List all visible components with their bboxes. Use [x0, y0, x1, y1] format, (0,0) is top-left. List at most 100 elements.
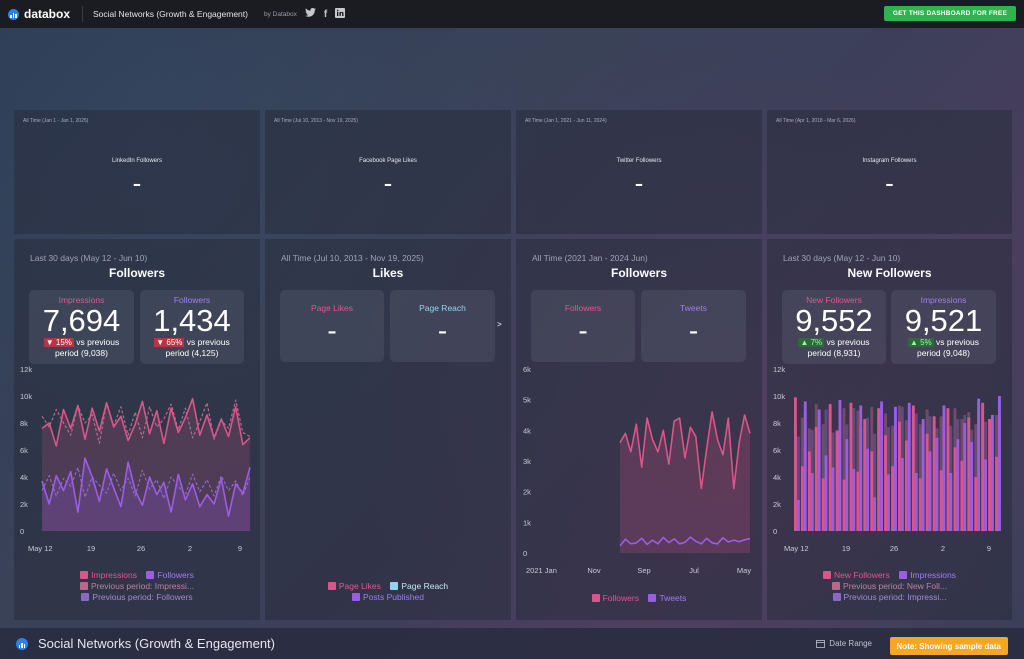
calendar-icon [816, 640, 826, 648]
twitter-followers-chart-card[interactable]: All Time (2021 Jan - 2024 Jun) Followers… [516, 239, 762, 620]
instagram-followers-card[interactable]: All Time (Apr 1, 2018 - Mar 6, 2026) Ins… [767, 110, 1012, 234]
y-tick-label: 2k [773, 500, 781, 509]
delta-vs: vs previous [186, 337, 230, 347]
x-tick-label: Sep [637, 566, 650, 575]
new-followers-bar [800, 466, 804, 531]
y-tick-label: 5k [523, 396, 531, 405]
top-bar: databox Social Networks (Growth & Engage… [0, 0, 1024, 28]
facebook-likes-chart-card[interactable]: All Time (Jul 10, 2013 - Nov 19, 2025) L… [265, 239, 511, 620]
kpi-value: 9,552 [795, 303, 873, 338]
legend-item-new-followers[interactable]: New Followers [822, 570, 890, 580]
databox-logo[interactable]: databox [8, 7, 70, 21]
expand-arrow-icon[interactable]: > [497, 320, 502, 329]
legend-item-tweets[interactable]: Tweets [648, 593, 686, 603]
previous-impressions-bar [914, 413, 918, 531]
x-tick-label: May 12 [28, 544, 53, 553]
new-followers-bar-chart[interactable]: 12k 10k 8k 6k 4k 2k 0 May 12 19 26 2 9 [767, 363, 1012, 563]
facebook-page-likes-card[interactable]: All Time (Jul 10, 2013 - Nov 19, 2025) F… [265, 110, 511, 234]
legend-item-page-reach[interactable]: Page Reach [390, 581, 448, 591]
delta-badge: ▲ 7% [798, 338, 825, 347]
x-tick-label: 26 [890, 544, 898, 553]
linkedin-followers-card[interactable]: All Time (Jan 1 - Jan 1, 2025) LinkedIn … [14, 110, 260, 234]
instagram-new-followers-chart-card[interactable]: Last 30 days (May 12 - Jun 10) New Follo… [767, 239, 1012, 620]
kpi-label: Page Reach [419, 303, 466, 313]
legend-item-previous-followers[interactable]: Previous period: Followers [14, 592, 260, 603]
kpi-label: Impressions [58, 295, 105, 305]
card-date-range: Last 30 days (May 12 - Jun 10) [30, 253, 148, 263]
kpi-new-followers[interactable]: New Followers 9,552 ▲ 7% vs previous peri… [782, 290, 886, 364]
legend-item-previous-new-followers[interactable]: Previous period: New Foll... [767, 581, 1012, 592]
kpi-twitter-followers[interactable]: Followers - [531, 290, 635, 362]
legend-item-previous-impressions[interactable]: Previous period: Impressi... [767, 592, 1012, 603]
facebook-icon[interactable]: f [323, 8, 328, 20]
kpi-impressions[interactable]: Impressions 7,694 ▼ 15% vs previous perio… [29, 290, 134, 364]
twitter-followers-card[interactable]: All Time (Jan 1, 2021 - Jun 11, 2024) Tw… [516, 110, 762, 234]
get-dashboard-button[interactable]: GET THIS DASHBOARD FOR FREE [883, 6, 1016, 21]
new-followers-bar [925, 433, 929, 531]
impressions-bar [838, 400, 842, 531]
date-range-control[interactable]: Date Range [816, 639, 872, 648]
y-tick-label: 10k [773, 392, 785, 401]
x-tick-label: Nov [587, 566, 601, 575]
previous-impressions-bar [873, 433, 877, 531]
kpi-followers[interactable]: Followers 1,434 ▼ 65% vs previous period … [140, 290, 244, 364]
x-tick-label: 2021 Jan [526, 566, 557, 575]
kpi-page-reach[interactable]: Page Reach - [390, 290, 495, 362]
y-tick-label: 6k [523, 365, 531, 374]
linkedin-icon[interactable] [335, 8, 346, 20]
kpi-tweets[interactable]: Tweets - [641, 290, 746, 362]
new-followers-bar [898, 421, 901, 531]
share-group: by Databox f [264, 8, 346, 20]
twitter-line-chart[interactable]: 6k 5k 4k 3k 2k 1k 0 2021 Jan Nov Sep Jul May [516, 363, 762, 583]
impressions-bar [845, 439, 849, 531]
legend-item-previous-impressions[interactable]: Previous period: Impressi... [14, 581, 260, 592]
y-tick-label: 12k [20, 365, 32, 374]
legend-item-page-likes[interactable]: Page Likes [327, 581, 381, 591]
legend-item-followers[interactable]: Followers [591, 593, 639, 603]
dashboard-title: Social Networks (Growth & Engagement) [93, 9, 248, 19]
impressions-area [42, 398, 250, 531]
new-followers-bar [967, 417, 971, 531]
new-followers-bar [988, 419, 991, 531]
x-tick-label: 2 [188, 544, 192, 553]
impressions-bar [949, 473, 953, 531]
impressions-bar [977, 398, 981, 531]
y-tick-label: 2k [523, 488, 531, 497]
impressions-bar [824, 455, 828, 531]
linkedin-followers-chart-card[interactable]: Last 30 days (May 12 - Jun 10) Followers… [14, 239, 260, 620]
x-tick-label: May [737, 566, 751, 575]
card-date-range: All Time (Jan 1 - Jan 1, 2025) [23, 118, 89, 124]
kpi-label: Followers [564, 303, 602, 313]
new-followers-bar [932, 416, 936, 532]
card-title: LinkedIn Followers [111, 158, 163, 164]
impressions-line [41, 397, 251, 447]
delta-prev: period (4,125) [165, 348, 219, 358]
kpi-label: Followers [173, 295, 211, 305]
impressions-bar [894, 406, 897, 531]
previous-impressions-bar [796, 436, 800, 531]
new-followers-bar [974, 477, 978, 531]
legend-item-followers[interactable]: Followers [146, 570, 194, 580]
followers-line-chart[interactable]: 12k 10k 8k 6k 4k 2k 0 May 12 19 26 2 9 [14, 363, 260, 563]
previous-new-followers-bar [856, 410, 860, 531]
chart-legend: Page Likes Page Reach Posts Published [265, 581, 511, 603]
new-followers-bar [828, 404, 832, 531]
new-followers-bar [870, 451, 874, 531]
impressions-bar [935, 437, 939, 531]
new-followers-bar [849, 402, 853, 532]
legend-item-impressions[interactable]: Impressions [80, 570, 137, 580]
new-followers-bar [981, 402, 985, 532]
impressions-bar [880, 401, 883, 531]
delta-prev: period (8,931) [807, 348, 861, 358]
y-tick-label: 2k [20, 500, 28, 509]
card-title: Followers [108, 266, 165, 280]
chart-legend: Followers Tweets [516, 593, 762, 604]
kpi-impressions[interactable]: Impressions 9,521 ▲ 5% vs previous period… [891, 290, 996, 364]
kpi-page-likes[interactable]: Page Likes - [280, 290, 384, 362]
twitter-icon[interactable] [304, 8, 316, 20]
legend-item-posts-published[interactable]: Posts Published [265, 592, 511, 603]
y-tick-label: 0 [20, 527, 24, 536]
new-followers-bar [877, 408, 881, 531]
legend-item-impressions[interactable]: Impressions [899, 570, 956, 580]
impressions-bar [998, 396, 1001, 531]
